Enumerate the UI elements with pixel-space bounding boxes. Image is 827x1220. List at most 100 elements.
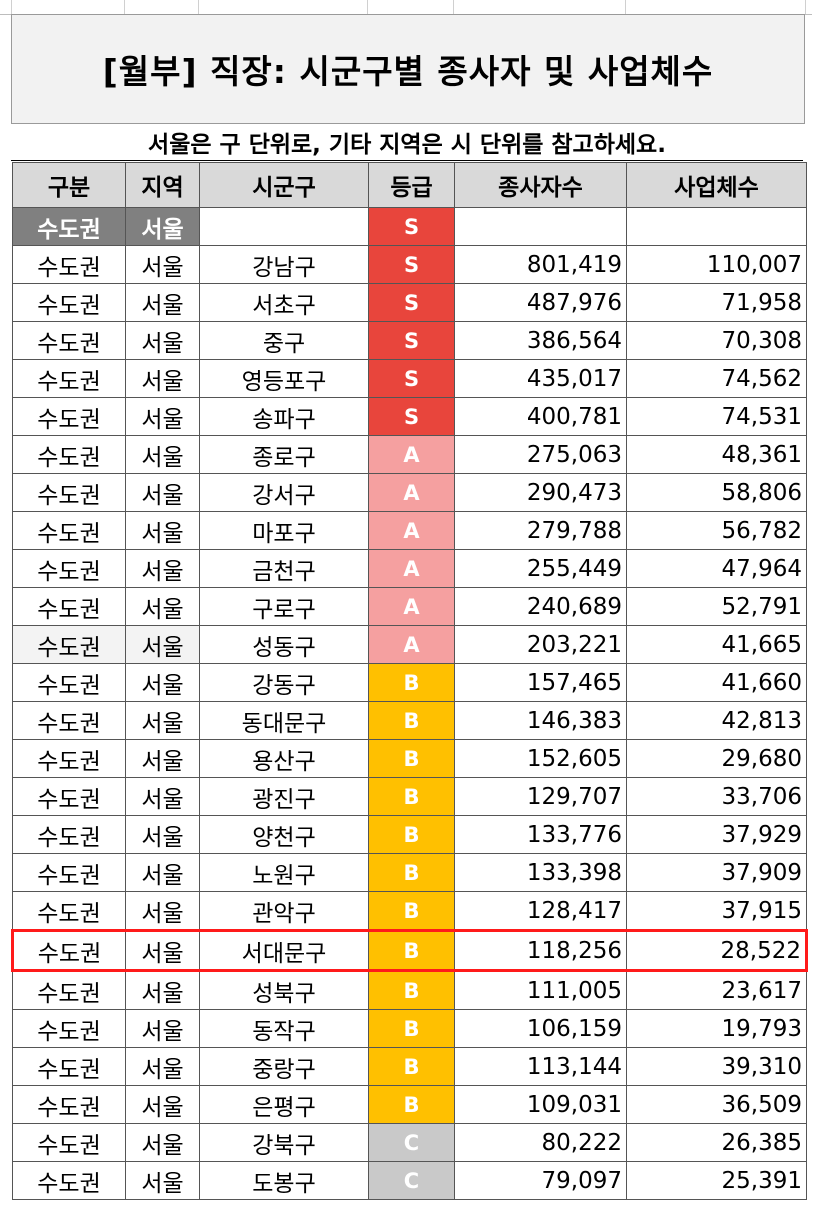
cell-businesses[interactable]: 33,706 [626,777,807,816]
cell-district[interactable]: 용산구 [199,739,369,778]
cell-workers[interactable]: 157,465 [454,663,627,702]
cell-grade[interactable]: B [368,970,455,1010]
cell-grade[interactable]: B [368,777,455,816]
cell-workers[interactable]: 400,781 [454,397,627,436]
header-workers[interactable]: 종사자수 [454,162,627,208]
cell-workers[interactable]: 109,031 [454,1085,627,1124]
cell-district[interactable]: 성북구 [199,970,369,1010]
cell-district[interactable]: 노원구 [199,853,369,892]
cell-district[interactable]: 강동구 [199,663,369,702]
cell-workers[interactable]: 801,419 [454,245,627,284]
cell-district[interactable]: 관악구 [199,891,369,931]
cell-businesses[interactable]: 19,793 [626,1009,807,1048]
cell-workers[interactable]: 118,256 [454,929,627,972]
cell-district[interactable]: 금천구 [199,549,369,588]
cell-division[interactable]: 수도권 [12,321,126,360]
cell-grade[interactable]: B [368,853,455,892]
cell-workers[interactable]: 152,605 [454,739,627,778]
cell-region[interactable]: 서울 [125,321,200,360]
cell-region[interactable]: 서울 [125,359,200,398]
cell-division[interactable]: 수도권 [12,587,126,626]
cell-region[interactable]: 서울 [125,625,200,664]
cell-district[interactable]: 강북구 [199,1123,369,1162]
cell-region[interactable]: 서울 [125,435,200,474]
cell-region[interactable]: 서울 [125,1085,200,1124]
group-grade[interactable]: S [368,207,455,246]
cell-district[interactable]: 구로구 [199,587,369,626]
cell-region[interactable]: 서울 [125,1123,200,1162]
cell-region[interactable]: 서울 [125,815,200,854]
cell-division[interactable]: 수도권 [12,283,126,322]
cell-workers[interactable]: 133,398 [454,853,627,892]
cell-grade[interactable]: A [368,435,455,474]
cell-region[interactable]: 서울 [125,929,200,972]
cell-district[interactable]: 강남구 [199,245,369,284]
cell-grade[interactable]: B [368,891,455,931]
cell-district[interactable]: 서대문구 [199,929,369,972]
cell-workers[interactable]: 386,564 [454,321,627,360]
cell-district[interactable]: 동대문구 [199,701,369,740]
cell-workers[interactable]: 240,689 [454,587,627,626]
cell-region[interactable]: 서울 [125,777,200,816]
cell-division[interactable]: 수도권 [12,663,126,702]
cell-region[interactable]: 서울 [125,473,200,512]
cell-grade[interactable]: A [368,511,455,550]
cell-grade[interactable]: A [368,549,455,588]
cell-district[interactable]: 은평구 [199,1085,369,1124]
cell-grade[interactable]: C [368,1161,455,1200]
cell-division[interactable]: 수도권 [12,435,126,474]
cell-grade[interactable]: B [368,815,455,854]
cell-workers[interactable]: 435,017 [454,359,627,398]
cell-businesses[interactable]: 29,680 [626,739,807,778]
cell-grade[interactable]: S [368,283,455,322]
cell-businesses[interactable]: 37,929 [626,815,807,854]
cell-division[interactable]: 수도권 [12,473,126,512]
cell-grade[interactable]: S [368,321,455,360]
header-region[interactable]: 지역 [125,162,200,208]
cell-district[interactable]: 광진구 [199,777,369,816]
cell-grade[interactable]: B [368,1047,455,1086]
cell-region[interactable]: 서울 [125,970,200,1010]
cell-grade[interactable]: B [368,739,455,778]
cell-division[interactable]: 수도권 [12,245,126,284]
cell-district[interactable]: 동작구 [199,1009,369,1048]
cell-region[interactable]: 서울 [125,739,200,778]
cell-businesses[interactable]: 37,909 [626,853,807,892]
cell-businesses[interactable]: 23,617 [626,970,807,1010]
header-division[interactable]: 구분 [12,162,126,208]
cell-workers[interactable]: 255,449 [454,549,627,588]
cell-workers[interactable]: 275,063 [454,435,627,474]
cell-region[interactable]: 서울 [125,1161,200,1200]
header-district[interactable]: 시군구 [199,162,369,208]
cell-workers[interactable]: 146,383 [454,701,627,740]
cell-grade[interactable]: A [368,473,455,512]
cell-workers[interactable]: 290,473 [454,473,627,512]
cell-businesses[interactable]: 74,562 [626,359,807,398]
cell-region[interactable]: 서울 [125,549,200,588]
cell-district[interactable]: 양천구 [199,815,369,854]
cell-division[interactable]: 수도권 [12,1161,126,1200]
header-businesses[interactable]: 사업체수 [626,162,807,208]
cell-businesses[interactable]: 36,509 [626,1085,807,1124]
cell-grade[interactable]: C [368,1123,455,1162]
cell-workers[interactable]: 111,005 [454,970,627,1010]
cell-workers[interactable]: 128,417 [454,891,627,931]
cell-workers[interactable]: 80,222 [454,1123,627,1162]
cell-division[interactable]: 수도권 [12,359,126,398]
cell-grade[interactable]: B [368,701,455,740]
cell-district[interactable]: 성동구 [199,625,369,664]
cell-region[interactable]: 서울 [125,397,200,436]
cell-division[interactable]: 수도권 [12,625,126,664]
cell-district[interactable]: 마포구 [199,511,369,550]
cell-grade[interactable]: B [368,1009,455,1048]
cell-region[interactable]: 서울 [125,587,200,626]
cell-region[interactable]: 서울 [125,283,200,322]
cell-district[interactable]: 강서구 [199,473,369,512]
cell-region[interactable]: 서울 [125,891,200,931]
cell-grade[interactable]: S [368,359,455,398]
cell-region[interactable]: 서울 [125,1047,200,1086]
cell-businesses[interactable]: 48,361 [626,435,807,474]
cell-businesses[interactable]: 41,660 [626,663,807,702]
cell-workers[interactable]: 106,159 [454,1009,627,1048]
cell-district[interactable]: 중구 [199,321,369,360]
